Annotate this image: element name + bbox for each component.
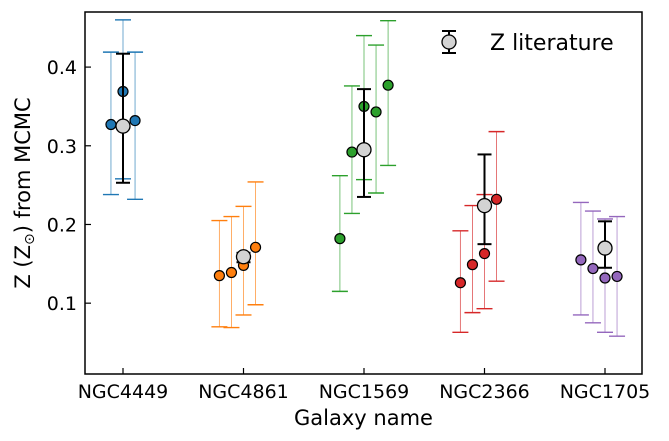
data-point: [611, 270, 623, 283]
x-tick-label: NGC1705: [560, 381, 651, 403]
data-point: [225, 266, 238, 279]
data-point: [490, 193, 503, 205]
data-point: [382, 79, 394, 91]
data-point: [478, 247, 491, 260]
x-axis: NGC4449 NGC4861 NGC1569 NGC2366 NGC1705: [78, 368, 651, 403]
y-tick-label: 0.4: [47, 57, 77, 79]
data-point: [575, 254, 587, 266]
data-point: [346, 146, 358, 158]
y-tick-label: 0.1: [47, 293, 77, 315]
data-point: [454, 277, 466, 289]
legend-label: Z literature: [490, 31, 614, 56]
data-point: [105, 118, 117, 131]
x-tick-label: NGC4449: [78, 381, 169, 403]
data-point: [249, 241, 262, 253]
literature-point: [597, 240, 613, 256]
data-point: [466, 259, 479, 271]
series-group: [331, 19, 397, 293]
literature-point: [356, 142, 372, 158]
data-point: [370, 106, 382, 118]
legend-marker: [441, 34, 457, 50]
y-axis-label: Z (Z⊙) from MCMC: [11, 97, 38, 288]
series-group: [572, 201, 626, 337]
y-axis: 0.1 0.2 0.3 0.4: [47, 57, 91, 315]
legend: Z literature: [441, 30, 614, 56]
data-point: [334, 233, 346, 245]
y-tick-label: 0.2: [47, 214, 77, 236]
y-axis-label-prefix: Z (Z: [11, 245, 35, 289]
y-axis-label-suffix: ) from MCMC: [11, 97, 35, 233]
x-tick-label: NGC2366: [439, 381, 530, 403]
data-point: [599, 272, 611, 284]
x-axis-label: Galaxy name: [294, 406, 433, 430]
literature-point: [115, 118, 131, 134]
x-tick-label: NGC4861: [198, 381, 289, 403]
series-group: [452, 130, 505, 333]
data-point: [587, 262, 599, 275]
x-tick-label: NGC1569: [319, 381, 410, 403]
data-point: [213, 270, 225, 282]
plot-area: [102, 19, 626, 337]
y-axis-label-subscript: ⊙: [22, 233, 38, 245]
literature-point: [235, 249, 252, 265]
data-point: [129, 114, 141, 127]
literature-point: [476, 197, 493, 214]
series-group: [102, 19, 144, 200]
y-tick-label: 0.3: [47, 136, 77, 158]
series-group: [211, 181, 264, 329]
